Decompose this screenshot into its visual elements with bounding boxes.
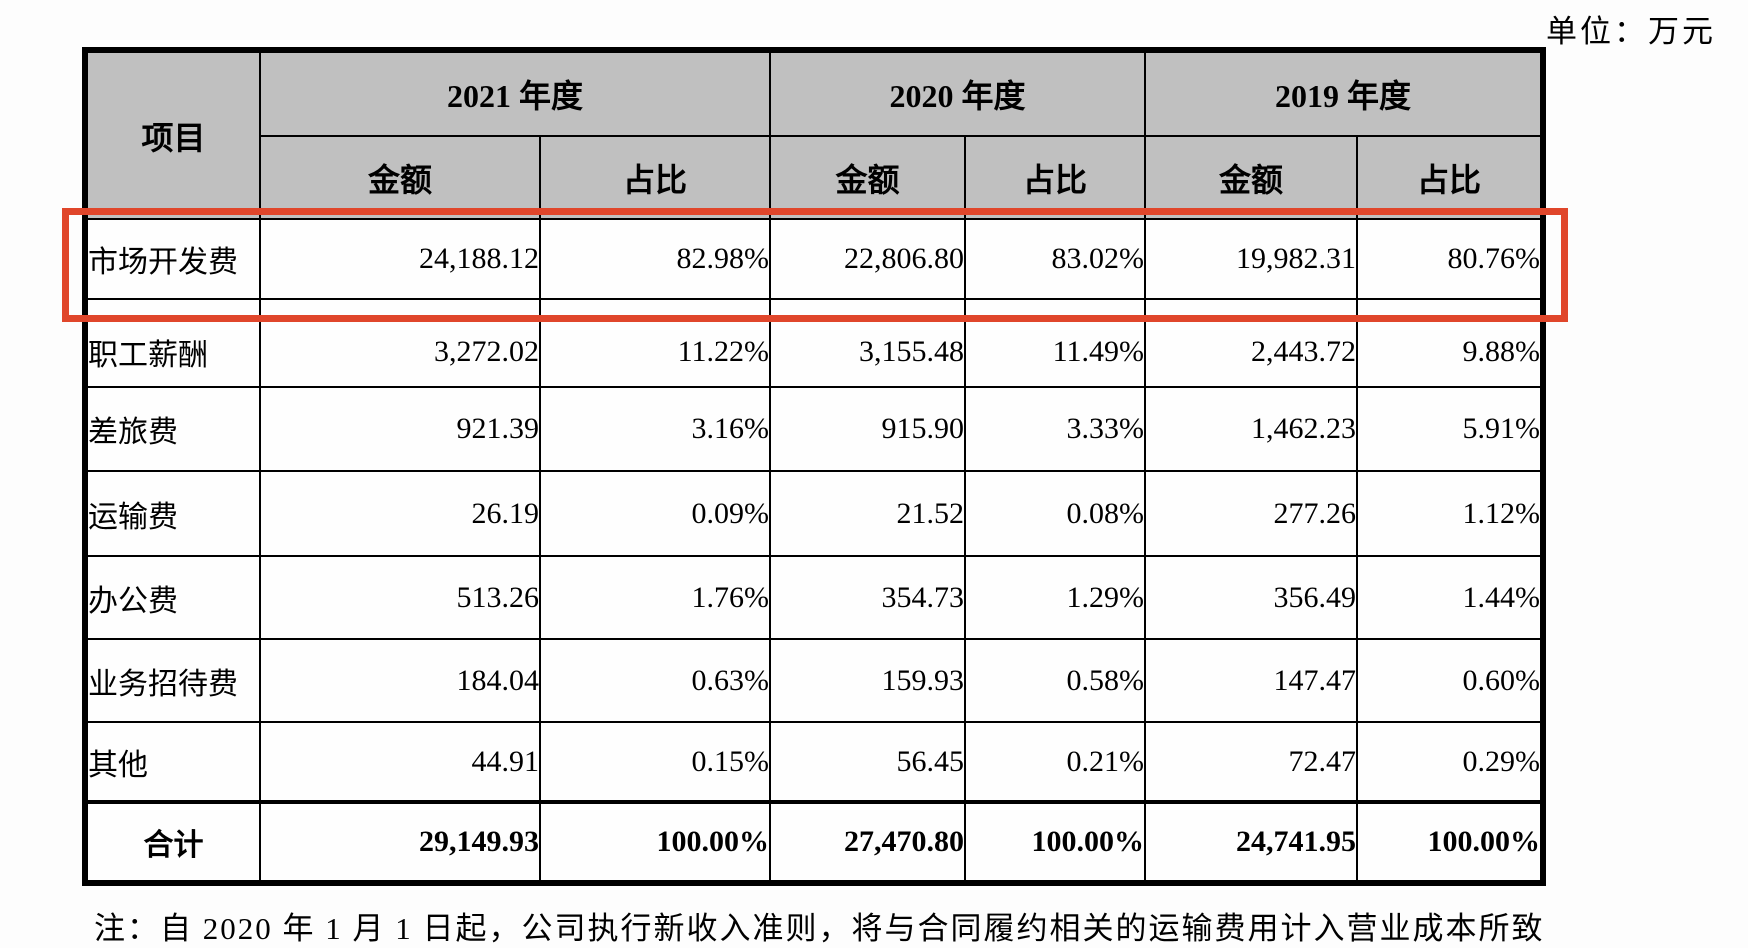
amount-cell: 72.47 bbox=[1144, 721, 1359, 803]
ratio-cell: 0.15% bbox=[538, 721, 772, 803]
spacer-cell bbox=[1144, 298, 1359, 317]
item-cell: 运输费 bbox=[84, 470, 261, 557]
ratio-cell: 5.91% bbox=[1356, 386, 1545, 472]
amount-cell: 356.49 bbox=[1144, 555, 1359, 640]
year-header-2020: 2020 年度 bbox=[769, 49, 1147, 137]
amount-cell: 24,188.12 bbox=[259, 218, 541, 300]
ratio-cell: 1.44% bbox=[1356, 555, 1545, 640]
ratio-cell: 0.21% bbox=[964, 721, 1147, 803]
table-row: 办公费 513.26 1.76% 354.73 1.29% 356.49 1.4… bbox=[84, 555, 1545, 640]
amount-cell: 21.52 bbox=[769, 470, 967, 557]
total-row: 合计 29,149.93 100.00% 27,470.80 100.00% 2… bbox=[84, 800, 1545, 884]
total-ratio-cell: 100.00% bbox=[964, 800, 1147, 884]
ratio-cell: 11.22% bbox=[538, 315, 772, 388]
ratio-cell: 82.98% bbox=[538, 218, 772, 300]
amount-cell: 3,272.02 bbox=[259, 315, 541, 388]
table-row: 其他 44.91 0.15% 56.45 0.21% 72.47 0.29% bbox=[84, 721, 1545, 803]
table-row: 市场开发费 24,188.12 82.98% 22,806.80 83.02% … bbox=[84, 218, 1545, 300]
item-column-header: 项目 bbox=[84, 49, 261, 220]
ratio-header-2021: 占比 bbox=[538, 135, 772, 220]
ratio-header-2020: 占比 bbox=[964, 135, 1147, 220]
amount-cell: 19,982.31 bbox=[1144, 218, 1359, 300]
subheader-row: 金额 占比 金额 占比 金额 占比 bbox=[85, 135, 1545, 220]
amount-cell: 277.26 bbox=[1144, 470, 1359, 557]
total-ratio-cell: 100.00% bbox=[1356, 800, 1545, 884]
ratio-cell: 11.49% bbox=[964, 315, 1147, 388]
total-amount-cell: 29,149.93 bbox=[259, 800, 541, 884]
unit-label: 单位：万元 bbox=[1546, 14, 1716, 49]
amount-cell: 26.19 bbox=[259, 470, 541, 557]
ratio-cell: 0.09% bbox=[538, 470, 772, 557]
year-header-2019: 2019 年度 bbox=[1144, 49, 1545, 137]
table-row: 业务招待费 184.04 0.63% 159.93 0.58% 147.47 0… bbox=[84, 638, 1545, 723]
ratio-cell: 0.60% bbox=[1356, 638, 1545, 723]
amount-cell: 513.26 bbox=[259, 555, 541, 640]
ratio-cell: 1.29% bbox=[964, 555, 1147, 640]
table-row: 运输费 26.19 0.09% 21.52 0.08% 277.26 1.12% bbox=[84, 470, 1545, 557]
ratio-cell: 83.02% bbox=[964, 218, 1147, 300]
expense-table: 项目 2021 年度 2020 年度 2019 年度 金额 占比 金额 占比 金… bbox=[82, 47, 1547, 886]
amount-cell: 915.90 bbox=[769, 386, 967, 472]
clipped-footnote: 注：自 2020 年 1 月 1 日起，公司执行新收入准则，将与合同履约相关的运… bbox=[94, 911, 1545, 946]
table-row: 职工薪酬 3,272.02 11.22% 3,155.48 11.49% 2,4… bbox=[84, 315, 1545, 388]
amount-cell: 2,443.72 bbox=[1144, 315, 1359, 388]
spacer-cell bbox=[84, 298, 261, 317]
ratio-header-2019: 占比 bbox=[1356, 135, 1545, 220]
amount-header-2021: 金额 bbox=[259, 135, 541, 220]
amount-cell: 354.73 bbox=[769, 555, 967, 640]
item-cell: 差旅费 bbox=[84, 386, 261, 472]
ratio-cell: 1.12% bbox=[1356, 470, 1545, 557]
ratio-cell: 9.88% bbox=[1356, 315, 1545, 388]
item-cell: 市场开发费 bbox=[84, 218, 261, 300]
spacer-cell bbox=[538, 298, 772, 317]
ratio-cell: 1.76% bbox=[538, 555, 772, 640]
amount-cell: 184.04 bbox=[259, 638, 541, 723]
spacer-cell bbox=[1356, 298, 1545, 317]
amount-cell: 44.91 bbox=[259, 721, 541, 803]
amount-cell: 56.45 bbox=[769, 721, 967, 803]
year-header-2021: 2021 年度 bbox=[258, 49, 772, 137]
amount-cell: 921.39 bbox=[259, 386, 541, 472]
amount-cell: 3,155.48 bbox=[769, 315, 967, 388]
spacer-cell bbox=[964, 298, 1147, 317]
total-label: 合计 bbox=[84, 800, 261, 884]
spacer-row bbox=[84, 298, 1545, 317]
total-amount-cell: 27,470.80 bbox=[769, 800, 967, 884]
ratio-cell: 0.58% bbox=[964, 638, 1147, 723]
amount-header-2019: 金额 bbox=[1144, 135, 1359, 220]
item-cell: 业务招待费 bbox=[84, 638, 261, 723]
spacer-cell bbox=[259, 298, 541, 317]
amount-cell: 1,462.23 bbox=[1144, 386, 1359, 472]
ratio-cell: 3.16% bbox=[538, 386, 772, 472]
ratio-cell: 80.76% bbox=[1356, 218, 1545, 300]
item-cell: 其他 bbox=[84, 721, 261, 803]
ratio-cell: 3.33% bbox=[964, 386, 1147, 472]
spacer-cell bbox=[769, 298, 967, 317]
ratio-cell: 0.29% bbox=[1356, 721, 1545, 803]
item-cell: 办公费 bbox=[84, 555, 261, 640]
ratio-cell: 0.63% bbox=[538, 638, 772, 723]
total-amount-cell: 24,741.95 bbox=[1144, 800, 1359, 884]
amount-header-2020: 金额 bbox=[769, 135, 967, 220]
year-header-row: 项目 2021 年度 2020 年度 2019 年度 bbox=[84, 49, 1545, 220]
amount-cell: 22,806.80 bbox=[769, 218, 967, 300]
ratio-cell: 0.08% bbox=[964, 470, 1147, 557]
total-ratio-cell: 100.00% bbox=[538, 800, 772, 884]
amount-cell: 147.47 bbox=[1144, 638, 1359, 723]
item-cell: 职工薪酬 bbox=[84, 315, 261, 388]
table-row: 差旅费 921.39 3.16% 915.90 3.33% 1,462.23 5… bbox=[84, 386, 1545, 472]
amount-cell: 159.93 bbox=[769, 638, 967, 723]
